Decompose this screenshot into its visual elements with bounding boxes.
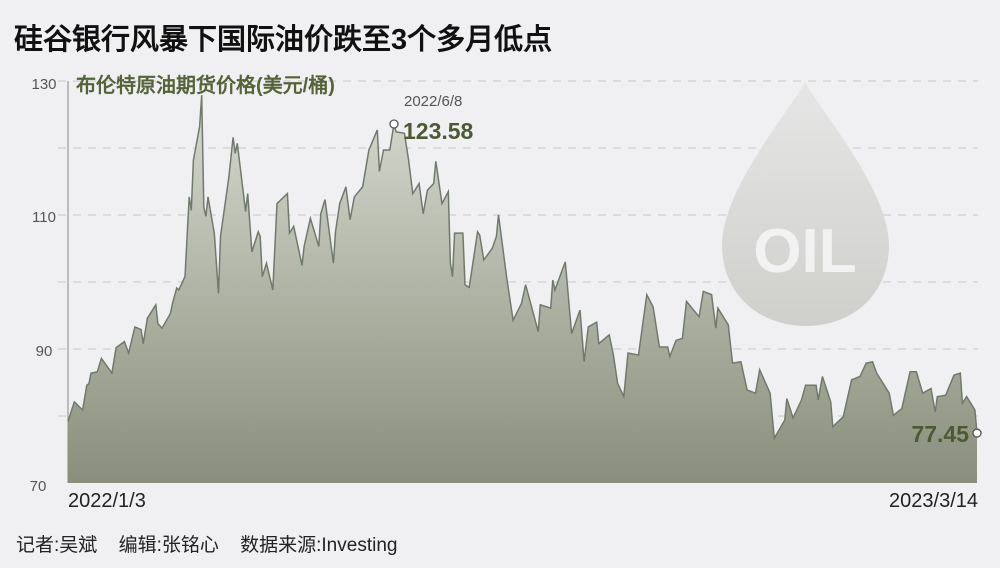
peak-marker (389, 119, 399, 129)
y-tick-label: 130 (31, 76, 56, 93)
y-axis-ticks: 130 110 90 70 (30, 76, 57, 495)
oil-drop-text: OIL (753, 217, 856, 286)
oil-drop-watermark: OIL (722, 82, 889, 326)
y-tick-label: 70 (30, 478, 47, 495)
peak-value-label: 123.58 (403, 118, 474, 144)
price-area (68, 95, 977, 483)
chart-title: 硅谷银行风暴下国际油价跌至3个多月低点 (14, 24, 553, 56)
x-tick-label-end: 2023/3/14 (889, 490, 978, 512)
y-tick-label: 90 (36, 343, 53, 360)
end-marker (972, 428, 982, 438)
editor-credit: 编辑:张铭心 (118, 535, 219, 556)
series-label: 布伦特原油期货价格(美元/桶) (76, 73, 335, 97)
peak-date-label: 2022/6/8 (404, 93, 462, 110)
reporter-credit: 记者:吴斌 (16, 535, 98, 556)
oil-drop-icon (722, 82, 889, 326)
data-source: 数据来源:Investing (240, 535, 398, 556)
credits: 记者:吴斌 编辑:张铭心 数据来源:Investing (16, 530, 413, 557)
y-tick-label: 110 (32, 209, 56, 226)
end-value-label: 77.45 (911, 421, 969, 447)
price-line (67, 95, 978, 441)
x-tick-label-start: 2022/1/3 (68, 490, 146, 512)
